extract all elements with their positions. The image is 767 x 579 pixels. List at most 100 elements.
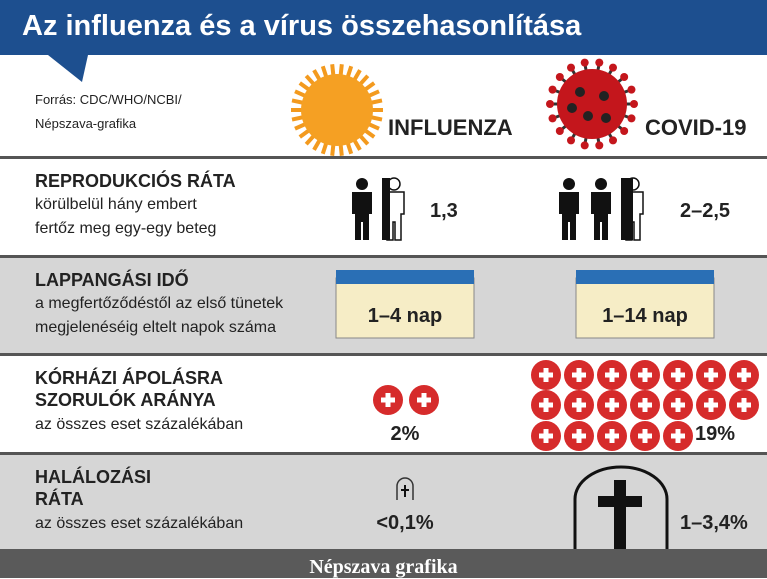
people-influenza <box>352 178 404 240</box>
source: Forrás: CDC/WHO/NCBI/ <box>35 92 182 107</box>
virus-spike-tip <box>549 86 557 94</box>
virus-spike-tip <box>581 141 589 149</box>
row-description: a megfertőződéstől az első tünetek <box>35 295 283 313</box>
row-description: az összes eset százalékában <box>35 416 243 434</box>
cross-bar <box>544 398 549 412</box>
cross-bar <box>610 368 615 382</box>
cross <box>531 421 561 451</box>
column-header: COVID-19 <box>645 115 746 141</box>
footer: Népszava grafika <box>0 556 767 579</box>
cross <box>597 390 627 420</box>
title-tail <box>48 55 88 82</box>
cross <box>373 385 403 415</box>
virus-spike-tip <box>581 59 589 67</box>
cross-bar <box>742 368 747 382</box>
virus-spot <box>599 91 609 101</box>
cross-bar <box>610 398 615 412</box>
cross-bar <box>544 429 549 443</box>
row-title: RÁTA <box>35 489 84 510</box>
row-value: 1–4 nap <box>336 305 474 328</box>
cross-bar <box>643 398 648 412</box>
sun-icon <box>291 64 383 155</box>
row-description: fertőz meg egy-egy beteg <box>35 220 216 238</box>
infographic: Az influenza és a vírus összehasonlítása… <box>0 0 767 578</box>
virus-spike-tip <box>630 100 638 108</box>
cross-bar <box>610 429 615 443</box>
cross-bar <box>643 429 648 443</box>
cross <box>696 360 726 390</box>
cross-bar <box>386 393 391 407</box>
grave-large <box>575 467 667 549</box>
virus-spike-tip <box>609 136 617 144</box>
cross <box>729 360 759 390</box>
virus-icon <box>546 59 638 150</box>
row-description: megjelenéséig eltelt napok száma <box>35 319 276 337</box>
cross <box>663 390 693 420</box>
sun-body <box>301 74 373 146</box>
cross-bar <box>709 398 714 412</box>
row-value: 2–2,5 <box>680 200 730 223</box>
source: Népszava-grafika <box>35 116 136 131</box>
virus-spike-tip <box>549 114 557 122</box>
people-covid <box>559 178 643 240</box>
cross <box>409 385 439 415</box>
cross-bar <box>422 393 427 407</box>
title: Az influenza és a vírus összehasonlítása <box>22 10 581 43</box>
cross <box>630 390 660 420</box>
virus-spike-tip <box>546 100 554 108</box>
row-value: <0,1% <box>360 512 450 535</box>
row-value: 1,3 <box>430 200 458 223</box>
row-value: 2% <box>360 423 450 446</box>
virus-spike-tip <box>556 73 564 81</box>
virus-spot <box>583 111 593 121</box>
virus-spike-tip <box>567 64 575 72</box>
cross-bar <box>544 368 549 382</box>
row-value: 1–14 nap <box>576 305 714 328</box>
row-title: LAPPANGÁSI IDŐ <box>35 270 189 291</box>
cross <box>663 360 693 390</box>
row-title: HALÁLOZÁSI <box>35 467 151 488</box>
row-title: KÓRHÁZI ÁPOLÁSRA <box>35 368 223 389</box>
virus-spike-tip <box>567 136 575 144</box>
cross-bar <box>709 368 714 382</box>
cross-bar <box>742 398 747 412</box>
cross <box>564 421 594 451</box>
virus-spike-tip <box>595 141 603 149</box>
cross-bar <box>676 368 681 382</box>
cross-bar <box>577 368 582 382</box>
row-value: 19% <box>695 423 735 446</box>
column-header: INFLUENZA <box>388 115 513 141</box>
cross <box>663 421 693 451</box>
row-title: REPRODUKCIÓS RÁTA <box>35 171 236 192</box>
cross-bar <box>676 398 681 412</box>
cross <box>630 360 660 390</box>
cross <box>531 360 561 390</box>
cross <box>564 390 594 420</box>
virus-spike-tip <box>595 59 603 67</box>
virus-spike-tip <box>620 127 628 135</box>
virus-spot <box>575 87 585 97</box>
cross <box>630 421 660 451</box>
row-value: 1–3,4% <box>680 512 748 535</box>
row-title: SZORULÓK ARÁNYA <box>35 390 216 411</box>
cross <box>696 390 726 420</box>
cross <box>531 390 561 420</box>
grave-small <box>397 478 413 500</box>
cross-bar <box>643 368 648 382</box>
cross <box>564 360 594 390</box>
row-description: körülbelül hány embert <box>35 196 197 214</box>
cross-bar <box>577 429 582 443</box>
virus-spike-tip <box>627 86 635 94</box>
virus-spike-tip <box>609 64 617 72</box>
virus-spike-tip <box>620 73 628 81</box>
virus-body <box>557 69 627 139</box>
cross-bar <box>577 398 582 412</box>
cross <box>729 390 759 420</box>
cross <box>597 421 627 451</box>
virus-spike-tip <box>627 114 635 122</box>
row-description: az összes eset százalékában <box>35 515 243 533</box>
cross-bar <box>676 429 681 443</box>
virus-spot <box>567 103 577 113</box>
virus-spot <box>601 113 611 123</box>
cross <box>597 360 627 390</box>
